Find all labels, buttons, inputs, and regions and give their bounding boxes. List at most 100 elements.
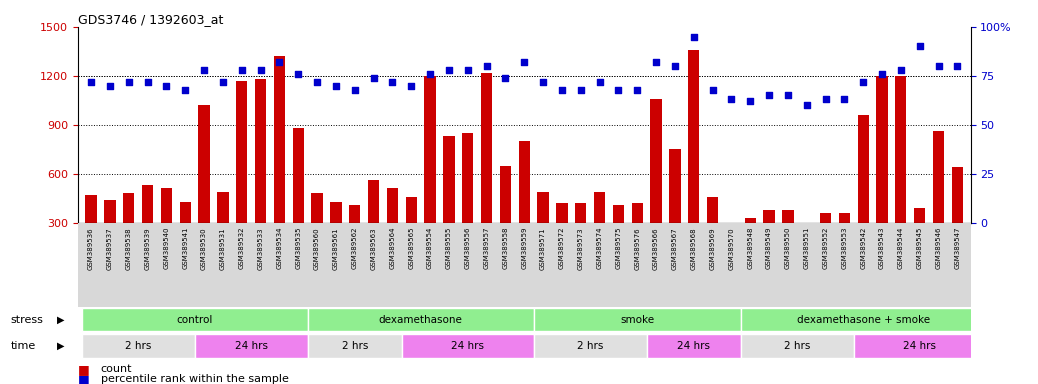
Point <box>592 79 608 85</box>
Text: ▶: ▶ <box>57 341 64 351</box>
Text: GSM389566: GSM389566 <box>653 227 659 270</box>
Bar <box>443 136 455 223</box>
Bar <box>763 210 774 223</box>
Point <box>215 79 231 85</box>
Text: count: count <box>101 364 132 374</box>
Bar <box>857 115 869 223</box>
Bar <box>82 308 307 331</box>
Bar <box>293 128 304 223</box>
Bar <box>801 223 813 226</box>
Bar <box>311 194 323 223</box>
Point <box>83 79 100 85</box>
Point <box>158 83 174 89</box>
Point <box>723 96 740 103</box>
Text: GSM389556: GSM389556 <box>465 227 470 270</box>
Point <box>176 86 193 93</box>
Text: GSM389541: GSM389541 <box>183 227 188 270</box>
Text: control: control <box>176 314 213 325</box>
Text: GSM389544: GSM389544 <box>898 227 904 269</box>
Point <box>553 86 570 93</box>
Bar <box>647 333 741 358</box>
Text: time: time <box>10 341 35 351</box>
Point <box>610 86 627 93</box>
Bar <box>425 76 436 223</box>
Point <box>874 71 891 77</box>
Point <box>535 79 551 85</box>
Point <box>761 92 777 98</box>
Text: GSM389547: GSM389547 <box>954 227 960 270</box>
Text: GSM389559: GSM389559 <box>521 227 527 270</box>
Point <box>911 43 928 50</box>
Text: 24 hrs: 24 hrs <box>677 341 710 351</box>
Point <box>234 67 250 73</box>
Text: GSM389569: GSM389569 <box>710 227 715 270</box>
Text: GSM389542: GSM389542 <box>861 227 866 269</box>
Text: 2 hrs: 2 hrs <box>342 341 367 351</box>
Bar <box>594 192 605 223</box>
Text: dexamethasone: dexamethasone <box>379 314 463 325</box>
Bar <box>481 73 492 223</box>
Bar <box>538 192 549 223</box>
Text: GSM389535: GSM389535 <box>295 227 301 270</box>
Text: GSM389531: GSM389531 <box>220 227 226 270</box>
Point <box>421 71 438 77</box>
Point <box>930 63 947 69</box>
Text: GSM389561: GSM389561 <box>333 227 338 270</box>
Text: GSM389538: GSM389538 <box>126 227 132 270</box>
Point <box>516 59 532 65</box>
Point <box>572 86 589 93</box>
Text: 24 hrs: 24 hrs <box>235 341 268 351</box>
Bar <box>612 205 624 223</box>
Text: GSM389553: GSM389553 <box>842 227 847 270</box>
Point <box>308 79 325 85</box>
Point <box>440 67 457 73</box>
Bar <box>462 133 473 223</box>
Text: ▶: ▶ <box>57 314 64 325</box>
Bar <box>783 210 793 223</box>
Point <box>290 71 306 77</box>
Text: GSM389567: GSM389567 <box>672 227 678 270</box>
Text: 2 hrs: 2 hrs <box>125 341 152 351</box>
Point <box>855 79 872 85</box>
Text: 2 hrs: 2 hrs <box>577 341 603 351</box>
Bar <box>387 189 398 223</box>
Point <box>460 67 476 73</box>
Point <box>252 67 269 73</box>
Text: GSM389565: GSM389565 <box>408 227 414 270</box>
Bar <box>707 197 718 223</box>
Bar <box>180 202 191 223</box>
Bar <box>914 208 925 223</box>
Bar <box>499 166 511 223</box>
Text: GSM389551: GSM389551 <box>803 227 810 270</box>
Text: GSM389555: GSM389555 <box>446 227 452 269</box>
Bar <box>82 333 194 358</box>
Bar <box>274 56 285 223</box>
Point <box>704 86 720 93</box>
Point <box>120 79 137 85</box>
Text: GSM389550: GSM389550 <box>785 227 791 270</box>
Text: GSM389549: GSM389549 <box>766 227 772 270</box>
Text: GDS3746 / 1392603_at: GDS3746 / 1392603_at <box>78 13 223 26</box>
Text: GSM389576: GSM389576 <box>634 227 640 270</box>
Point <box>780 92 796 98</box>
Bar <box>217 192 228 223</box>
Point <box>949 63 965 69</box>
Point <box>836 96 852 103</box>
Text: stress: stress <box>10 314 44 325</box>
Text: ■: ■ <box>78 363 89 376</box>
Text: GSM389540: GSM389540 <box>163 227 169 270</box>
Bar <box>952 167 963 223</box>
Text: GSM389545: GSM389545 <box>917 227 923 269</box>
Bar <box>104 200 115 223</box>
Text: GSM389539: GSM389539 <box>144 227 151 270</box>
Bar <box>534 333 647 358</box>
Point <box>629 86 646 93</box>
Text: GSM389571: GSM389571 <box>540 227 546 270</box>
Bar <box>741 333 854 358</box>
Text: GSM389552: GSM389552 <box>822 227 828 269</box>
Text: GSM389575: GSM389575 <box>616 227 622 270</box>
Point <box>798 102 815 108</box>
Point <box>384 79 401 85</box>
Bar <box>85 195 97 223</box>
Bar <box>575 203 586 223</box>
